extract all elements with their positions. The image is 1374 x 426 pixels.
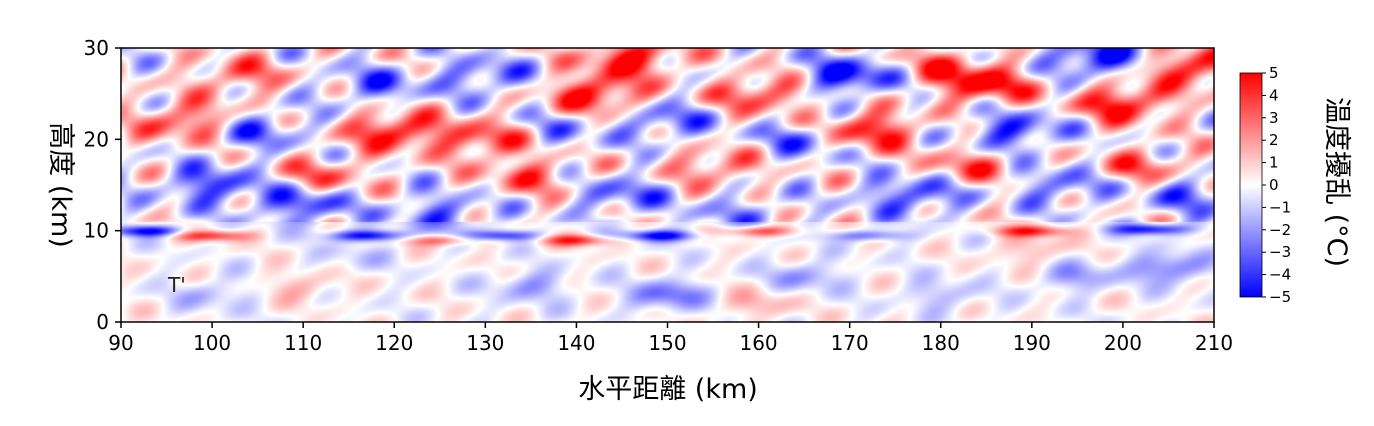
x-tick-label: 140: [557, 331, 595, 355]
colorbar-tick-label: 1: [1269, 154, 1279, 172]
colorbar-title: 温度擾乱 (°C): [1321, 97, 1352, 267]
colorbar-tick-label: −1: [1269, 198, 1291, 216]
colorbar-tick-label: 4: [1269, 86, 1279, 104]
colorbar-tick-label: −2: [1269, 221, 1291, 239]
colorbar-ticks: 5 4 3 2 1 0 −1 −2 −3 −4 −5: [1262, 64, 1291, 306]
colorbar-tick-label: 3: [1269, 109, 1279, 127]
colorbar-tick-label: −5: [1269, 288, 1291, 306]
x-tick-label: 150: [648, 331, 686, 355]
colorbar-tick-label: 0: [1269, 176, 1279, 194]
x-tick-label: 180: [922, 331, 960, 355]
y-tick-label: 20: [84, 127, 109, 151]
y-tick-label: 30: [84, 36, 109, 60]
colorbar-tick-label: 2: [1269, 131, 1279, 149]
colorbar-tick-label: −4: [1269, 266, 1291, 284]
x-tick-label: 190: [1013, 331, 1051, 355]
x-tick-label: 160: [739, 331, 777, 355]
x-tick-label: 110: [284, 331, 322, 355]
x-tick-label: 120: [375, 331, 413, 355]
x-tick-label: 170: [831, 331, 869, 355]
y-tick-label: 0: [96, 310, 109, 334]
x-tick-label: 210: [1195, 331, 1233, 355]
colorbar: [1239, 72, 1263, 298]
x-tick-label: 200: [1104, 331, 1142, 355]
x-tick-label: 90: [108, 331, 133, 355]
panel-label: T': [167, 273, 186, 297]
x-tick-label: 100: [193, 331, 231, 355]
colorbar-tick-label: −3: [1269, 243, 1291, 261]
y-tick-label: 10: [84, 219, 109, 243]
x-axis-ticks: 90 100 110 120 130 140 150 160 170 180 190 200 210: [108, 322, 1233, 355]
x-axis-title: 水平距離 (km): [578, 374, 758, 405]
x-tick-label: 130: [466, 331, 504, 355]
heatmap-field: [121, 48, 1214, 322]
colorbar-tick-label: 5: [1269, 64, 1279, 82]
y-axis-ticks: 0 10 20 30: [84, 36, 121, 334]
y-axis-title: 高度 (km): [45, 122, 76, 248]
